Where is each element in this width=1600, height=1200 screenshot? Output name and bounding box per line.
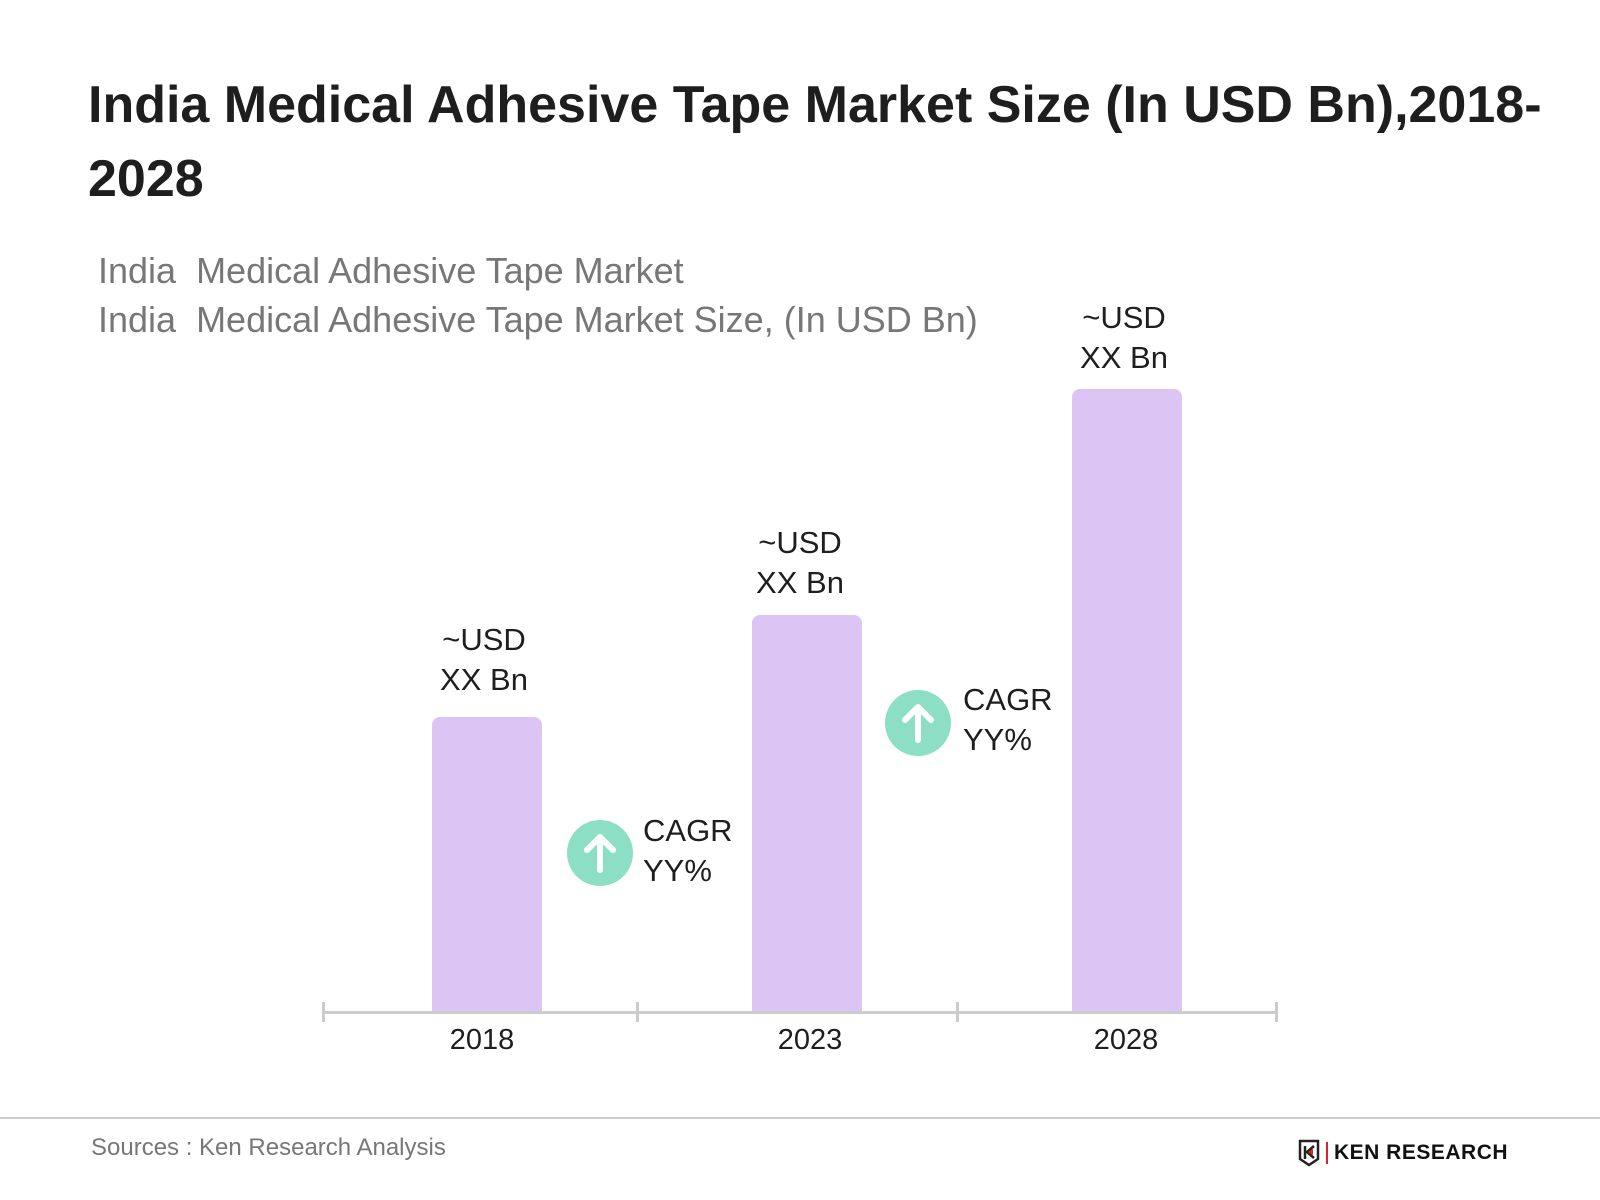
- cagr-annotation-2: CAGR YY%: [963, 680, 1053, 760]
- cagr-value: YY%: [643, 853, 712, 888]
- bar-2023: [752, 615, 862, 1012]
- chart-subtitle-2: India Medical Adhesive Tape Market Size,…: [98, 299, 978, 340]
- x-tick-label-2018: 2018: [449, 1024, 515, 1056]
- bar-2018: [432, 717, 542, 1012]
- source-note: Sources : Ken Research Analysis: [91, 1134, 446, 1161]
- x-axis-tick: [322, 1002, 325, 1022]
- x-axis-tick: [636, 1002, 639, 1022]
- footer-divider: [0, 1117, 1600, 1119]
- arrow-up-icon: [885, 690, 951, 756]
- logo-separator: [1326, 1142, 1328, 1164]
- cagr-label: CAGR: [963, 682, 1053, 717]
- x-axis-tick: [1275, 1002, 1278, 1022]
- x-axis: [323, 1011, 1276, 1014]
- data-label-line: ~USD: [442, 622, 526, 657]
- data-label-2023: ~USD XX Bn: [720, 523, 880, 603]
- data-label-2028: ~USD XX Bn: [1044, 298, 1204, 378]
- chart-subtitle-1: India Medical Adhesive Tape Market: [98, 250, 684, 291]
- data-label-line: ~USD: [758, 525, 842, 560]
- data-label-line: XX Bn: [756, 565, 844, 600]
- data-label-2018: ~USD XX Bn: [404, 620, 564, 700]
- chart-title: India Medical Adhesive Tape Market Size …: [88, 76, 1542, 208]
- x-tick-label-2023: 2023: [777, 1024, 843, 1056]
- x-tick-label-2028: 2028: [1093, 1024, 1159, 1056]
- ken-research-logo: KEN RESEARCH: [1298, 1138, 1508, 1168]
- ken-logo-shield-icon: [1298, 1139, 1320, 1167]
- x-axis-tick: [956, 1002, 959, 1022]
- bar-2028: [1072, 389, 1182, 1012]
- logo-text: KEN RESEARCH: [1334, 1141, 1509, 1164]
- arrow-up-icon: [567, 820, 633, 886]
- data-label-line: XX Bn: [1080, 340, 1168, 375]
- cagr-value: YY%: [963, 722, 1032, 757]
- cagr-annotation-1: CAGR YY%: [643, 811, 733, 891]
- data-label-line: ~USD: [1082, 300, 1166, 335]
- cagr-label: CAGR: [643, 813, 733, 848]
- data-label-line: XX Bn: [440, 662, 528, 697]
